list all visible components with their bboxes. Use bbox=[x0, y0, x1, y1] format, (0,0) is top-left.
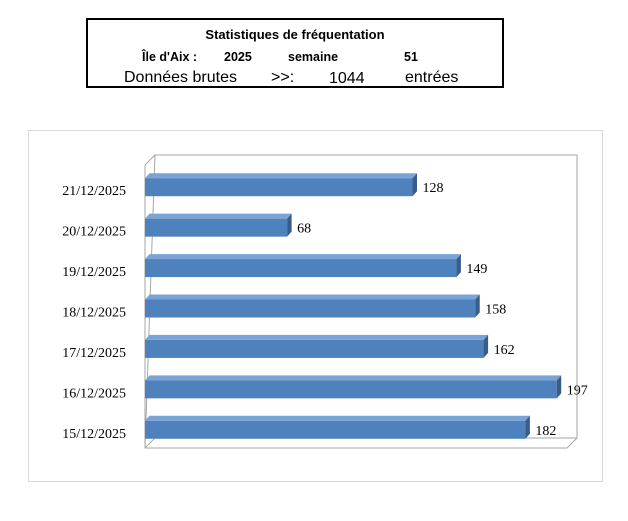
bar bbox=[145, 299, 476, 318]
year-value: 2025 bbox=[224, 50, 252, 64]
bar bbox=[145, 218, 288, 237]
bar-top bbox=[145, 173, 418, 179]
category-label: 21/12/2025 bbox=[62, 184, 126, 199]
category-label: 15/12/2025 bbox=[62, 427, 126, 442]
bar-side bbox=[483, 334, 489, 358]
data-label: 149 bbox=[466, 262, 487, 277]
bar-top bbox=[145, 213, 292, 219]
category-label: 18/12/2025 bbox=[62, 306, 126, 321]
data-label: 197 bbox=[567, 383, 588, 398]
data-label: 68 bbox=[297, 222, 311, 237]
category-label: 19/12/2025 bbox=[62, 265, 126, 280]
bar bbox=[145, 259, 457, 278]
category-label: 20/12/2025 bbox=[62, 225, 126, 240]
bar-top bbox=[145, 334, 489, 340]
bar bbox=[145, 380, 557, 399]
arrow-label: >>: bbox=[271, 69, 295, 86]
raw-data-label: Données brutes bbox=[124, 69, 237, 86]
data-label: 182 bbox=[535, 424, 556, 439]
data-label: 128 bbox=[423, 181, 444, 196]
bar-side bbox=[412, 173, 418, 197]
bar-side bbox=[556, 375, 562, 399]
entries-unit: entrées bbox=[405, 69, 459, 86]
data-label: 158 bbox=[485, 303, 506, 318]
bar-side bbox=[475, 294, 480, 318]
bar-side bbox=[287, 213, 292, 237]
location-label: Île d'Aix : bbox=[142, 50, 198, 64]
bar-top bbox=[145, 375, 562, 381]
bar bbox=[145, 178, 413, 197]
plot-top-edge bbox=[144, 154, 156, 166]
category-label: 17/12/2025 bbox=[62, 346, 126, 361]
header-box: Statistiques de fréquentation Île d'Aix … bbox=[86, 18, 504, 88]
bar bbox=[145, 420, 526, 439]
plot-floor-side-edge bbox=[144, 437, 156, 449]
total-entries: 1044 bbox=[329, 70, 365, 87]
bar bbox=[145, 339, 484, 358]
stats-title: Statistiques de fréquentation bbox=[205, 27, 385, 42]
data-label: 162 bbox=[494, 343, 515, 358]
bar-top bbox=[145, 254, 461, 260]
category-label: 16/12/2025 bbox=[62, 386, 126, 401]
bar-side bbox=[525, 415, 530, 439]
bar-side bbox=[456, 254, 461, 278]
week-value: 51 bbox=[404, 50, 418, 64]
bar-top bbox=[145, 294, 480, 300]
bar-top bbox=[145, 415, 530, 421]
week-label: semaine bbox=[288, 50, 339, 64]
